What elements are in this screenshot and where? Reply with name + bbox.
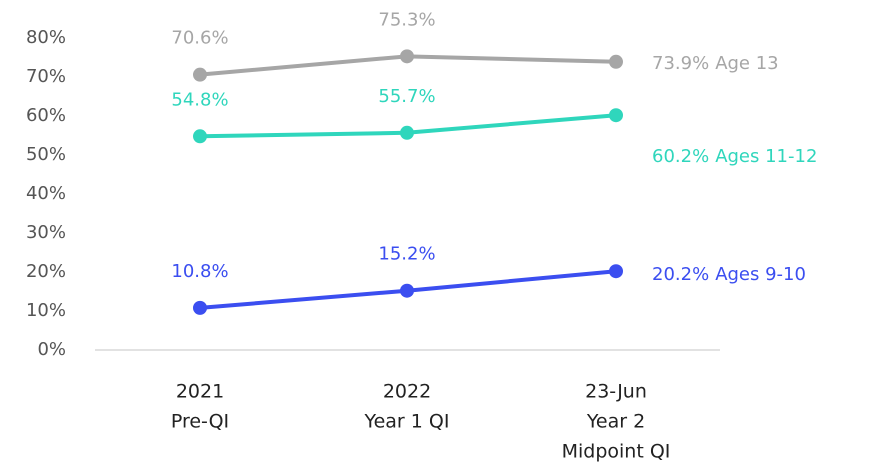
- data-point: [193, 67, 207, 82]
- data-point: [400, 49, 414, 64]
- data-point: [609, 264, 623, 279]
- value-label: 54.8%: [171, 89, 228, 110]
- y-tick-label: 20%: [26, 261, 66, 282]
- data-point: [400, 125, 414, 140]
- legend-label: Age 13: [715, 53, 778, 74]
- y-tick-label: 0%: [37, 339, 66, 360]
- value-label: 20.2%: [652, 264, 709, 285]
- data-point: [193, 300, 207, 315]
- data-point: [400, 283, 414, 298]
- value-label: 75.3%: [378, 9, 435, 30]
- legend-label: Ages 11-12: [715, 146, 817, 167]
- value-label: 15.2%: [378, 244, 435, 265]
- x-tick-label: Year 1 QI: [364, 411, 450, 433]
- value-label: 73.9%: [652, 53, 709, 74]
- x-tick-label: 2021: [176, 381, 224, 403]
- x-tick-label: Pre-QI: [171, 411, 229, 433]
- y-tick-label: 40%: [26, 183, 66, 204]
- data-point: [609, 54, 623, 69]
- legend-label: Ages 9-10: [715, 264, 806, 285]
- y-tick-label: 30%: [26, 222, 66, 243]
- value-label: 60.2%: [652, 146, 709, 167]
- y-tick-label: 70%: [26, 66, 66, 87]
- x-tick-label: Midpoint QI: [562, 441, 671, 463]
- x-tick-label: Year 2: [586, 411, 645, 433]
- y-tick-label: 10%: [26, 300, 66, 321]
- value-label: 70.6%: [171, 28, 228, 49]
- x-tick-label: 23-Jun: [585, 381, 647, 403]
- y-tick-label: 60%: [26, 105, 66, 126]
- y-tick-label: 80%: [26, 27, 66, 48]
- value-label: 55.7%: [378, 86, 435, 107]
- y-tick-label: 50%: [26, 144, 66, 165]
- value-label: 10.8%: [171, 261, 228, 282]
- data-point: [193, 129, 207, 144]
- data-point: [609, 108, 623, 123]
- x-tick-label: 2022: [383, 381, 431, 403]
